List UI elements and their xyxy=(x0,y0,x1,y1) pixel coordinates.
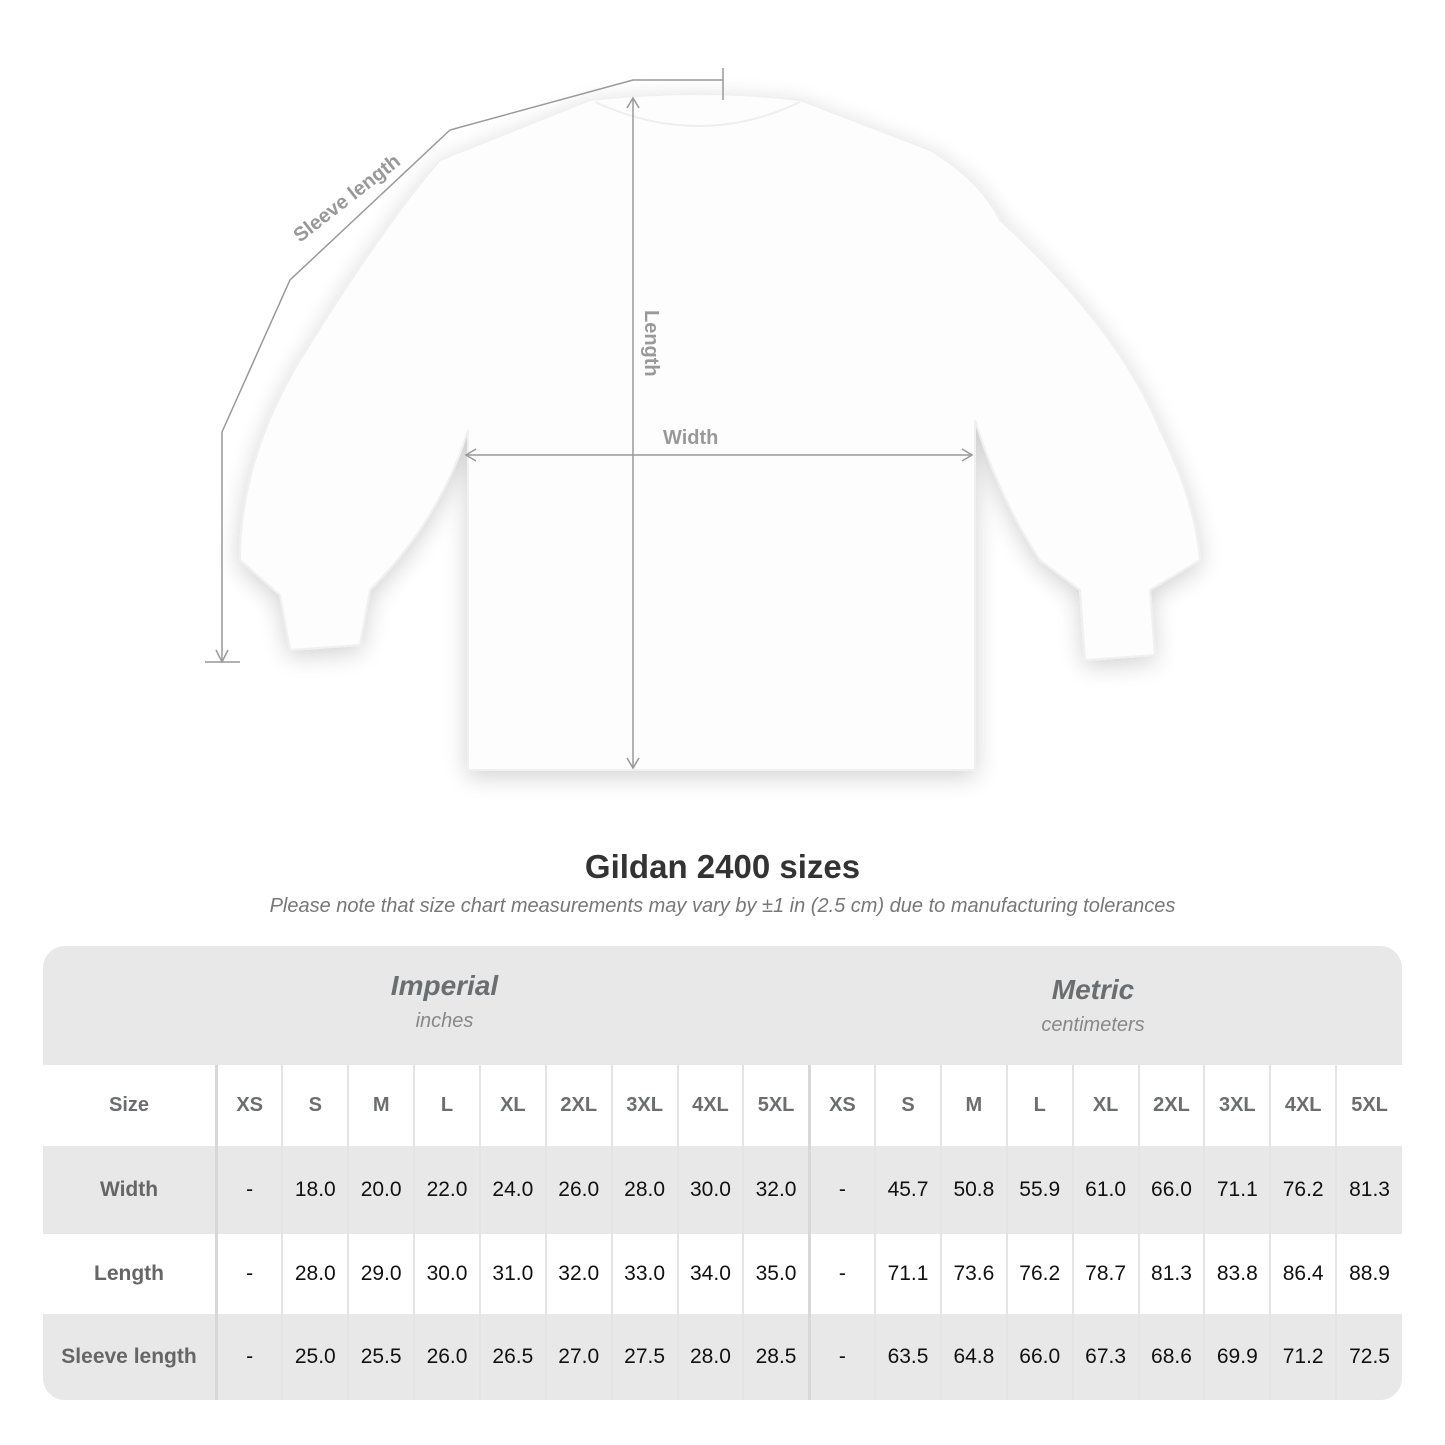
imperial-size-xs: XS xyxy=(215,1065,283,1146)
imperial-title: Imperial xyxy=(390,970,499,1001)
imperial-value-cell: 28.0 xyxy=(676,1314,744,1400)
metric-value-cell: 76.2 xyxy=(1005,1234,1073,1314)
imperial-value-cell: 32.0 xyxy=(742,1146,810,1234)
row-label: Sleeve length xyxy=(43,1314,217,1400)
metric-value-cell: - xyxy=(807,1146,876,1234)
imperial-value-cell: 27.0 xyxy=(544,1314,612,1400)
shirt-diagram: Sleeve length Length Width xyxy=(205,68,1202,771)
metric-value-cell: 78.7 xyxy=(1071,1234,1139,1314)
metric-value-cell: 55.9 xyxy=(1005,1146,1073,1234)
metric-size-4xl: 4XL xyxy=(1269,1065,1337,1146)
metric-value-cell: - xyxy=(807,1234,876,1314)
imperial-value-cell: 33.0 xyxy=(610,1234,678,1314)
metric-value-cell: 83.8 xyxy=(1203,1234,1271,1314)
metric-value-cell: 76.2 xyxy=(1269,1146,1337,1234)
imperial-value-cell: - xyxy=(215,1146,283,1234)
imperial-value-cell: 34.0 xyxy=(676,1234,744,1314)
imperial-value-cell: 32.0 xyxy=(544,1234,612,1314)
metric-value-cell: 45.7 xyxy=(874,1146,941,1234)
size-grid: Size XS S M L XL 2XL 3XL 4XL 5XL XS S M L XL 2XL 3XL 4XL 5… xyxy=(43,1065,1402,1400)
metric-value-cell: 88.9 xyxy=(1335,1234,1402,1314)
size-header-row: Size XS S M L XL 2XL 3XL 4XL 5XL XS S M L XL 2XL 3XL 4XL 5… xyxy=(43,1065,1402,1146)
imperial-value-cell: 28.0 xyxy=(610,1146,678,1234)
imperial-value-cell: 29.0 xyxy=(347,1234,415,1314)
metric-value-cell: 68.6 xyxy=(1137,1314,1205,1400)
imperial-size-2xl: 2XL xyxy=(544,1065,612,1146)
measurement-lines xyxy=(205,68,974,770)
metric-value-cell: - xyxy=(807,1314,876,1400)
table-row: Sleeve length -25.0 25.5 26.0 26.5 27.0 27.5 28… xyxy=(43,1314,1402,1400)
imperial-value-cell: 18.0 xyxy=(281,1146,349,1234)
metric-value-cell: 61.0 xyxy=(1071,1146,1139,1234)
imperial-size-5xl: 5XL xyxy=(742,1065,810,1146)
metric-size-s: S xyxy=(874,1065,941,1146)
imperial-value-cell: 25.0 xyxy=(281,1314,349,1400)
imperial-size-xl: XL xyxy=(478,1065,546,1146)
metric-header: Metric centimeters xyxy=(809,946,1377,1064)
metric-value-cell: 72.5 xyxy=(1335,1314,1402,1400)
imperial-value-cell: 26.0 xyxy=(413,1314,480,1400)
metric-value-cell: 71.1 xyxy=(1203,1146,1271,1234)
row-label: Length xyxy=(43,1234,217,1314)
imperial-value-cell: 25.5 xyxy=(347,1314,415,1400)
size-label: Size xyxy=(43,1065,217,1146)
metric-unit: centimeters xyxy=(1041,1014,1145,1036)
imperial-value-cell: 27.5 xyxy=(610,1314,678,1400)
metric-value-cell: 81.3 xyxy=(1137,1234,1205,1314)
imperial-value-cell: 35.0 xyxy=(742,1234,810,1314)
imperial-unit: inches xyxy=(415,1010,474,1032)
imperial-value-cell: 26.0 xyxy=(544,1146,612,1234)
table-row: Width -18.0 20.0 22.0 24.0 26.0 28.0 30.0 32.0-4… xyxy=(43,1146,1402,1234)
imperial-value-cell: 30.0 xyxy=(413,1234,480,1314)
length-label: Length xyxy=(640,310,662,377)
metric-value-cell: 71.2 xyxy=(1269,1314,1337,1400)
tolerance-note: Please note that size chart measurements… xyxy=(269,895,1176,917)
row-label: Width xyxy=(43,1146,217,1234)
imperial-value-cell: 26.5 xyxy=(478,1314,546,1400)
table-row: Length -28.0 29.0 30.0 31.0 32.0 33.0 34.0 35.0-… xyxy=(43,1234,1402,1314)
metric-size-xl: XL xyxy=(1071,1065,1139,1146)
metric-value-cell: 63.5 xyxy=(874,1314,941,1400)
metric-value-cell: 66.0 xyxy=(1137,1146,1205,1234)
imperial-size-4xl: 4XL xyxy=(676,1065,744,1146)
imperial-header: Imperial inches xyxy=(215,946,674,1064)
metric-value-cell: 66.0 xyxy=(1005,1314,1073,1400)
metric-value-cell: 71.1 xyxy=(874,1234,941,1314)
size-table: Imperial inches Metric centimeters Size X… xyxy=(43,946,1402,1400)
metric-size-3xl: 3XL xyxy=(1203,1065,1271,1146)
imperial-value-cell: - xyxy=(215,1234,283,1314)
metric-size-l: L xyxy=(1005,1065,1073,1146)
metric-value-cell: 50.8 xyxy=(939,1146,1007,1234)
metric-size-m: M xyxy=(939,1065,1007,1146)
metric-value-cell: 69.9 xyxy=(1203,1314,1271,1400)
imperial-size-3xl: 3XL xyxy=(610,1065,678,1146)
metric-value-cell: 64.8 xyxy=(939,1314,1007,1400)
metric-value-cell: 67.3 xyxy=(1071,1314,1139,1400)
width-label: Width xyxy=(663,427,718,449)
metric-value-cell: 86.4 xyxy=(1269,1234,1337,1314)
imperial-value-cell: 22.0 xyxy=(413,1146,480,1234)
metric-title: Metric xyxy=(1051,974,1135,1005)
metric-size-xs: XS xyxy=(807,1065,876,1146)
imperial-value-cell: 24.0 xyxy=(478,1146,546,1234)
metric-value-cell: 73.6 xyxy=(939,1234,1007,1314)
imperial-value-cell: 20.0 xyxy=(347,1146,415,1234)
imperial-value-cell: - xyxy=(215,1314,283,1400)
imperial-size-s: S xyxy=(281,1065,349,1146)
page-title: Gildan 2400 sizes xyxy=(584,848,861,885)
imperial-value-cell: 30.0 xyxy=(676,1146,744,1234)
long-sleeve-shirt xyxy=(238,93,1202,771)
imperial-value-cell: 28.5 xyxy=(742,1314,810,1400)
imperial-value-cell: 31.0 xyxy=(478,1234,546,1314)
metric-size-5xl: 5XL xyxy=(1335,1065,1402,1146)
metric-size-2xl: 2XL xyxy=(1137,1065,1205,1146)
imperial-size-m: M xyxy=(347,1065,415,1146)
imperial-value-cell: 28.0 xyxy=(281,1234,349,1314)
imperial-size-l: L xyxy=(413,1065,480,1146)
metric-value-cell: 81.3 xyxy=(1335,1146,1402,1234)
